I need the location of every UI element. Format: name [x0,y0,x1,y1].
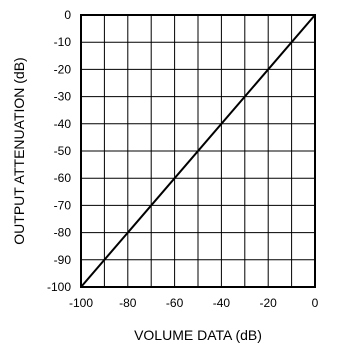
y-axis-label: OUTPUT ATTENUATION (dB) [11,57,27,244]
y-tick-label: -50 [54,144,72,158]
y-tick-label: -90 [54,253,72,267]
y-tick-label: 0 [64,8,71,22]
x-axis-label: VOLUME DATA (dB) [134,327,262,343]
series-line-0 [80,14,316,288]
y-tick-labels: 0 -10 -20 -30 -40 -50 -60 -70 -80 -90 -100 [47,8,71,294]
y-tick-label: -10 [54,35,72,49]
x-tick-labels: -100 -80 -60 -40 -20 0 [69,296,319,310]
x-tick-label: -20 [260,296,278,310]
y-tick-label: -70 [54,198,72,212]
series-layer [80,14,316,288]
y-tick-label: -20 [54,62,72,76]
x-tick-label: -40 [213,296,231,310]
x-tick-label: -60 [166,296,184,310]
y-tick-label: -80 [54,226,72,240]
plot-frame [80,14,316,288]
y-tick-label: -40 [54,117,72,131]
x-tick-label: 0 [312,296,319,310]
y-tick-label: -100 [47,280,71,294]
y-tick-label: -30 [54,90,72,104]
x-tick-label: -80 [119,296,137,310]
y-tick-label: -60 [54,171,72,185]
x-tick-label: -100 [69,296,93,310]
